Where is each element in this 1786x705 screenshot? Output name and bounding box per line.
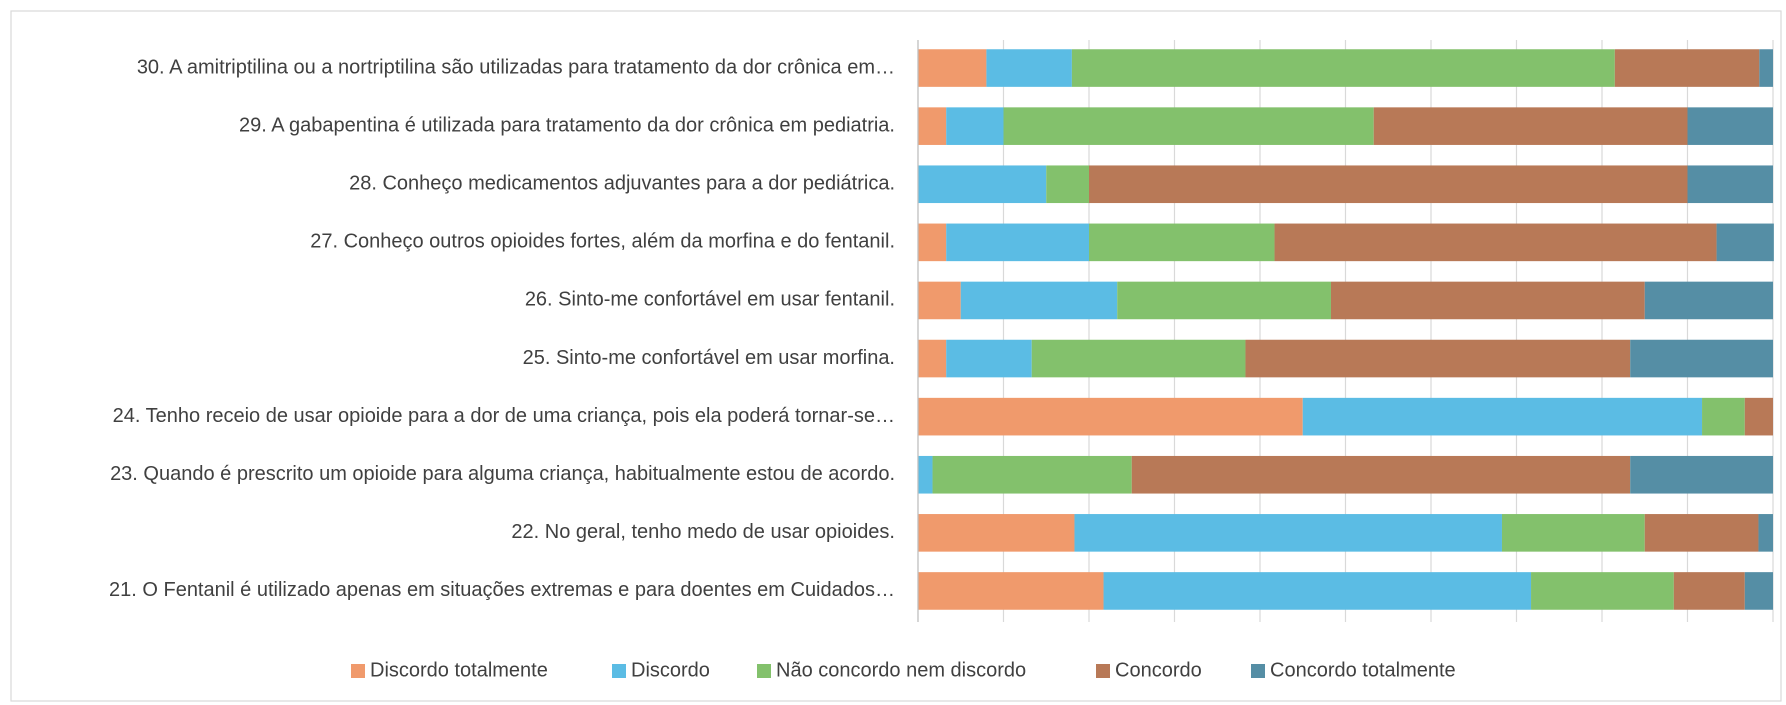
bar-segment (918, 339, 947, 378)
y-tick-label: 24. Tenho receio de usar opioide para a … (113, 405, 895, 427)
bar-segment (1687, 107, 1773, 145)
bar-segment (1245, 339, 1631, 378)
bar-segment (918, 281, 961, 320)
legend-swatch (351, 664, 365, 678)
bar-segment (946, 223, 1089, 262)
bar-segment (1103, 572, 1532, 610)
y-tick-label: 29. A gabapentina é utilizada para trata… (239, 114, 895, 136)
bar-segment (1373, 107, 1688, 145)
y-tick-label: 21. O Fentanil é utilizado apenas em sit… (109, 579, 895, 601)
bar-segment (918, 455, 933, 494)
legend-label: Não concordo nem discordo (776, 659, 1026, 681)
bar-segment (1614, 49, 1760, 87)
bar-segment (1531, 572, 1674, 610)
bar-segment (1330, 281, 1645, 320)
bar-segment (1759, 49, 1773, 87)
bar-segment (918, 107, 947, 145)
y-tick-label: 22. No geral, tenho medo de usar opioide… (511, 521, 895, 543)
bar-segment (1673, 572, 1745, 610)
bar-segment (918, 165, 1047, 204)
legend-swatch (1096, 664, 1110, 678)
bar-segment (1716, 223, 1774, 262)
bar-segment (1071, 49, 1615, 87)
bar-segment (1501, 514, 1645, 552)
bar-segment (986, 49, 1072, 87)
bar-segment (918, 223, 947, 262)
y-tick-label: 26. Sinto-me confortável em usar fentani… (525, 289, 895, 311)
bar-segment (918, 397, 1303, 436)
bar-segment (1131, 455, 1631, 494)
bar-segment (918, 49, 987, 87)
bar-segment (946, 107, 1004, 145)
bar-segment (1074, 514, 1502, 552)
bar-segment (1031, 339, 1246, 378)
y-tick-label: 30. A amitriptilina ou a nortriptilina s… (137, 56, 895, 78)
bar-segment (1644, 514, 1759, 552)
bar-segment (918, 572, 1104, 610)
bar-segment (1630, 455, 1773, 494)
legend-label: Discordo (631, 659, 710, 681)
bar-segment (1744, 397, 1773, 436)
bar-segment (1687, 165, 1773, 204)
legend-label: Concordo (1115, 659, 1202, 681)
bar-segment (1744, 572, 1773, 610)
y-tick-label: 25. Sinto-me confortável em usar morfina… (523, 347, 895, 369)
legend-label: Discordo totalmente (370, 659, 548, 681)
legend-label: Concordo totalmente (1270, 659, 1456, 681)
legend-swatch (757, 664, 771, 678)
bar-segment (1089, 165, 1688, 204)
bar-segment (1003, 107, 1374, 145)
bar-segment (960, 281, 1118, 320)
y-tick-label: 23. Quando é prescrito um opioide para a… (110, 463, 895, 485)
bar-segment (1117, 281, 1331, 320)
bar-segment (1630, 339, 1773, 378)
bar-segment (946, 339, 1032, 378)
bar-segment (1702, 397, 1745, 436)
y-tick-label: 28. Conheço medicamentos adjuvantes para… (349, 173, 895, 195)
bar-segment (918, 514, 1075, 552)
bar-segment (1089, 223, 1275, 262)
bar-segment (1758, 514, 1773, 552)
bar-segment (1644, 281, 1773, 320)
bar-segment (1302, 397, 1703, 436)
y-tick-label: 27. Conheço outros opioides fortes, além… (310, 231, 895, 253)
bar-segment (1046, 165, 1089, 204)
legend-swatch (612, 664, 626, 678)
legend-swatch (1251, 664, 1265, 678)
bar-segment (932, 455, 1132, 494)
bar-segment (1274, 223, 1717, 262)
